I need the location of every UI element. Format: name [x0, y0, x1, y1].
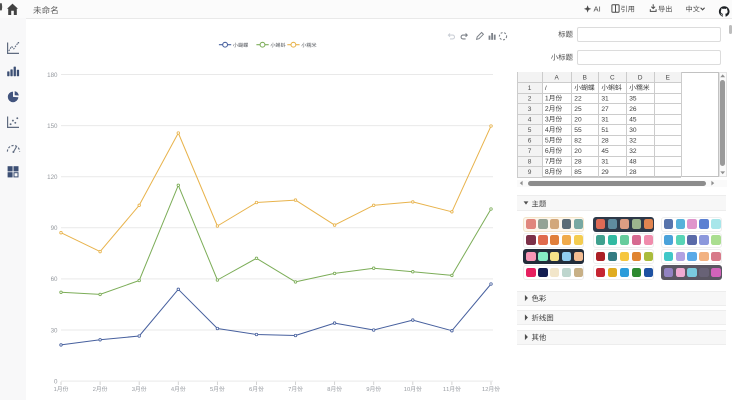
svg-text:6: 6	[528, 137, 532, 144]
svg-text:28: 28	[574, 158, 582, 165]
svg-text:32: 32	[629, 148, 637, 155]
svg-text:20: 20	[574, 148, 582, 155]
svg-text:60: 60	[51, 276, 58, 283]
svg-text:E: E	[666, 75, 670, 82]
svg-text:1: 1	[528, 85, 532, 92]
svg-text:45: 45	[601, 148, 609, 155]
svg-text:31: 31	[601, 116, 609, 123]
svg-text:8: 8	[528, 158, 532, 165]
svg-text:32: 32	[629, 137, 637, 144]
svg-text:55: 55	[574, 127, 582, 134]
svg-text:/: /	[545, 85, 547, 92]
svg-text:29: 29	[601, 169, 609, 176]
svg-text:C: C	[610, 75, 615, 82]
svg-text:150: 150	[47, 123, 58, 130]
svg-text:30: 30	[51, 327, 58, 334]
svg-text:4: 4	[528, 116, 532, 123]
svg-text:26: 26	[629, 106, 637, 113]
svg-text:31: 31	[601, 95, 609, 102]
svg-text:85: 85	[574, 169, 582, 176]
svg-text:48: 48	[629, 158, 637, 165]
svg-text:27: 27	[601, 106, 609, 113]
svg-text:B: B	[583, 75, 587, 82]
svg-text:D: D	[638, 75, 643, 82]
svg-text:3: 3	[528, 106, 532, 113]
svg-text:2: 2	[528, 95, 532, 102]
svg-text:51: 51	[601, 127, 609, 134]
svg-text:30: 30	[629, 127, 637, 134]
svg-text:82: 82	[574, 137, 582, 144]
svg-text:90: 90	[51, 225, 58, 232]
svg-text:180: 180	[47, 72, 58, 79]
svg-text:7: 7	[528, 148, 532, 155]
svg-text:25: 25	[574, 106, 582, 113]
svg-text:120: 120	[47, 174, 58, 181]
svg-text:31: 31	[601, 158, 609, 165]
svg-text:28: 28	[601, 137, 609, 144]
svg-text:9: 9	[528, 169, 532, 176]
svg-text:5: 5	[528, 127, 532, 134]
svg-text:A: A	[554, 75, 559, 82]
svg-text:35: 35	[629, 95, 637, 102]
svg-text:AI: AI	[594, 4, 601, 13]
svg-text:45: 45	[629, 116, 637, 123]
svg-text:22: 22	[574, 95, 582, 102]
svg-text:20: 20	[574, 116, 582, 123]
svg-text:28: 28	[629, 169, 637, 176]
svg-text:0: 0	[54, 378, 58, 385]
